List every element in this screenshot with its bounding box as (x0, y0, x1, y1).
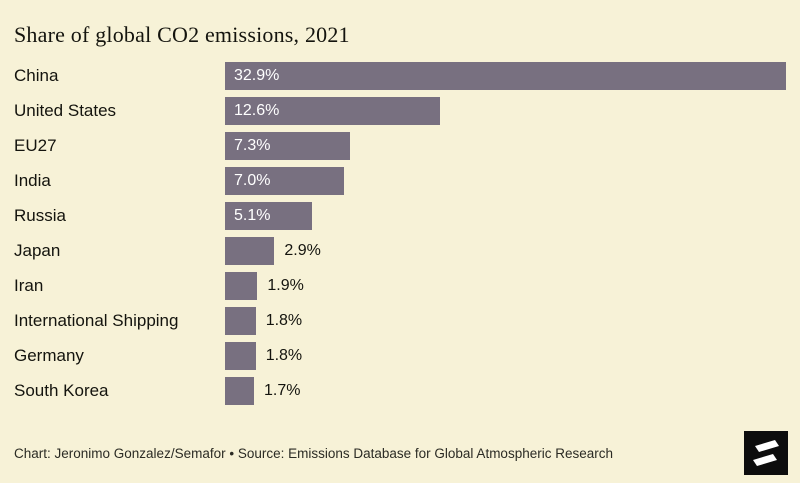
value-label: 5.1% (234, 206, 271, 224)
bar (225, 271, 258, 300)
chart-title: Share of global CO2 emissions, 2021 (14, 22, 350, 47)
bar-row: International Shipping 1.8% (14, 303, 786, 338)
row-label: United States (14, 101, 117, 120)
bar: 7.3% (225, 131, 350, 160)
value-label: 1.7% (264, 381, 301, 399)
row-label: South Korea (14, 381, 109, 400)
bar-track: 7.3% (225, 131, 786, 160)
row-label: International Shipping (14, 311, 179, 330)
bar-row: India 7.0% (14, 163, 786, 198)
value-label: 12.6% (234, 101, 280, 119)
footer: Chart: Jeronimo Gonzalez/Semafor • Sourc… (14, 431, 788, 475)
bar-row: Russia 5.1% (14, 198, 786, 233)
semafor-logo-icon (744, 431, 788, 475)
bar: 12.6% (225, 96, 440, 125)
bar: 5.1% (225, 201, 312, 230)
row-label: India (14, 171, 51, 190)
bar: 7.0% (225, 166, 345, 195)
row-label: Iran (14, 276, 44, 295)
bar-row: Iran 1.9% (14, 268, 786, 303)
bar-track: 1.7% (225, 376, 786, 405)
bar-track: 7.0% (225, 166, 786, 195)
bar-track: 32.9% (225, 61, 786, 90)
bar (225, 376, 254, 405)
bar-row: South Korea 1.7% (14, 373, 786, 408)
value-label: 7.3% (234, 136, 271, 154)
value-label: 1.9% (267, 276, 304, 294)
bar-track: 1.8% (225, 341, 786, 370)
bar-track: 1.8% (225, 306, 786, 335)
bar-track: 5.1% (225, 201, 786, 230)
row-label: Japan (14, 241, 61, 260)
value-label: 32.9% (234, 66, 280, 84)
value-label: 1.8% (265, 346, 303, 364)
bar-row: Germany 1.8% (14, 338, 786, 373)
row-label: Russia (14, 206, 66, 225)
bar (225, 236, 275, 265)
bar (225, 341, 256, 370)
value-label: 7.0% (234, 171, 271, 189)
value-label: 2.9% (284, 241, 321, 259)
bar-row: Japan 2.9% (14, 233, 786, 268)
bar-row: United States 12.6% (14, 93, 786, 128)
bar-row: China 32.9% (14, 58, 786, 93)
bar-row: EU27 7.3% (14, 128, 786, 163)
bar-chart: China 32.9% United States 12.6% EU27 7.3% Indi… (0, 56, 800, 408)
bar-track: 2.9% (225, 236, 786, 265)
value-label: 1.8% (265, 311, 303, 329)
bar: 32.9% (225, 61, 786, 90)
semafor-logo (744, 431, 788, 475)
bar-track: 1.9% (225, 271, 786, 300)
footer-credit: Chart: Jeronimo Gonzalez/Semafor • Sourc… (14, 445, 613, 461)
row-label: China (14, 66, 59, 85)
row-label: EU27 (14, 136, 57, 155)
row-label: Germany (14, 346, 84, 365)
bar (225, 306, 256, 335)
bar-track: 12.6% (225, 96, 786, 125)
